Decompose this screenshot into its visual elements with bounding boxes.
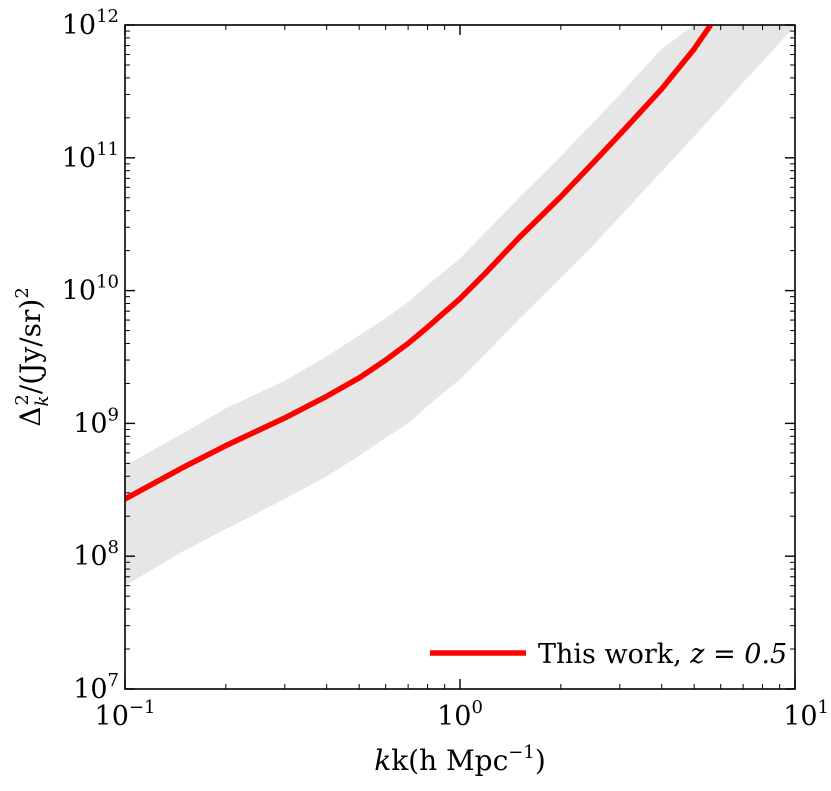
x-tick-label-base: 10 [437,701,471,732]
legend: This work, z = 0.5 [430,639,787,670]
y-tick-label-exp: 8 [108,537,119,558]
x-tick-label-exp: 1 [818,697,829,718]
x-tick-label: 10−1 [95,697,156,732]
y-axis-label-mid: /(Jy/sr) [14,299,47,395]
y-axis-label-sub: k [32,396,53,407]
y-tick-label-base: 10 [73,541,107,572]
y-tick-label-base: 10 [62,276,96,307]
y-axis-label-sup2: 2 [12,287,33,298]
x-axis-label-sup: −1 [508,742,535,763]
x-axis-label: kk(h Mpc−1) [374,742,546,777]
legend-label-text: This work, [538,639,690,670]
y-axis-label-delta: Δ [14,407,47,427]
x-tick-label-base: 10 [783,701,817,732]
y-tick-label-exp: 9 [108,404,119,425]
x-tick-label: 101 [783,697,829,732]
y-tick-label-exp: 7 [108,670,119,691]
y-tick-label: 109 [73,404,119,439]
y-tick-label-base: 10 [73,674,107,705]
x-axis-label-close: ) [535,744,546,777]
plot-frame [124,24,796,690]
uncertainty-band [125,25,795,586]
x-tick-label-exp: 0 [471,697,482,718]
y-tick-label-exp: 10 [96,272,119,293]
series-line-this-work [125,25,713,502]
y-tick-label: 107 [73,670,119,705]
y-tick-label-base: 10 [62,10,96,41]
y-axis-label-sup1: 2 [12,394,33,405]
x-tick-label: 100 [437,697,483,732]
x-tick-label-exp: −1 [129,697,156,718]
y-tick-label-exp: 11 [96,139,119,160]
y-tick-label: 1012 [62,6,119,41]
y-tick-label: 1010 [62,272,119,307]
legend-label-math: z = 0.5 [689,639,787,670]
y-tick-label: 1011 [62,139,119,174]
x-axis-label-main: k(h Mpc [391,744,508,777]
legend-label: This work, z = 0.5 [538,639,787,670]
y-tick-label-base: 10 [73,408,107,439]
y-tick-label-base: 10 [62,143,96,174]
y-tick-label-exp: 12 [96,6,119,27]
x-tick-labels: 10−1 100 101 [95,697,829,732]
x-axis-label-k: k [374,744,391,777]
y-tick-label: 108 [73,537,119,572]
y-axis-label: Δk2/(Jy/sr)2 [12,287,53,427]
x-tick-label-base: 10 [95,701,129,732]
